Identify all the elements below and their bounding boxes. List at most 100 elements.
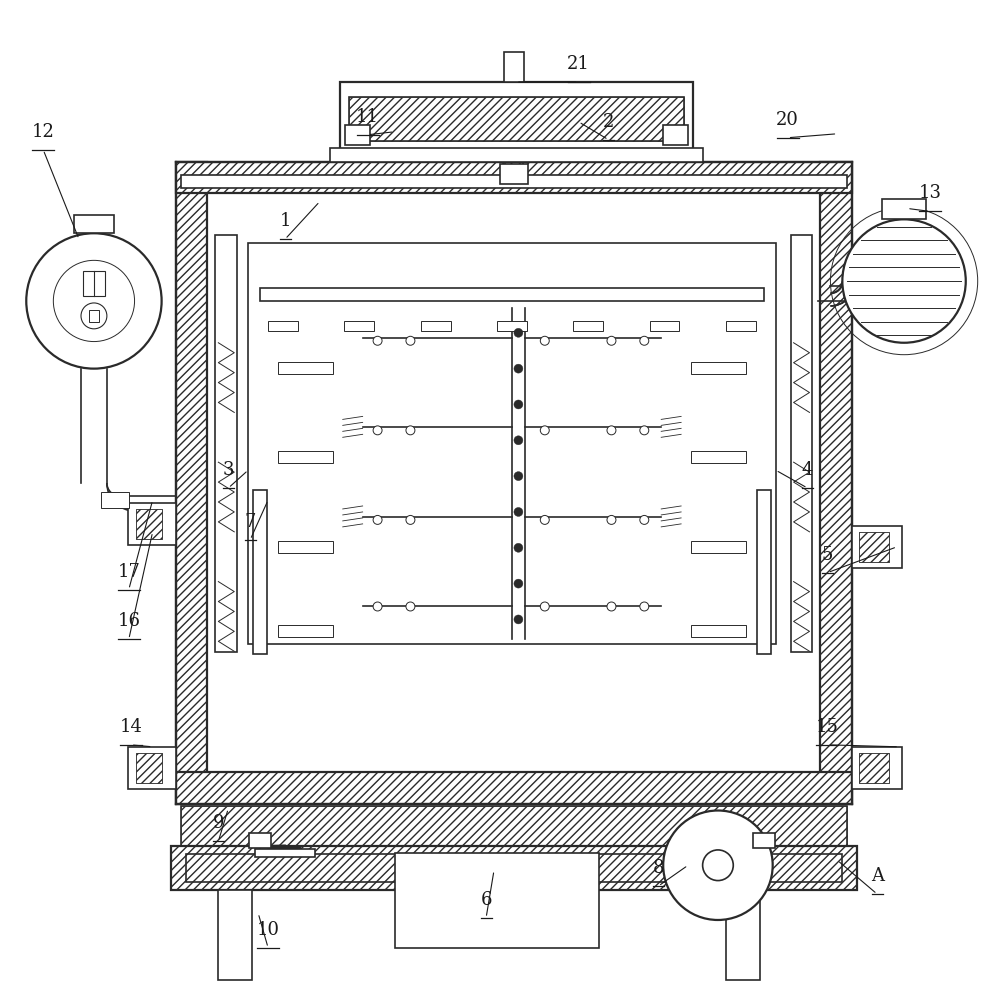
Bar (691, 362, 746, 374)
Bar (278, 451, 332, 463)
Text: A: A (870, 867, 883, 885)
Bar (573, 321, 603, 331)
Circle shape (540, 426, 549, 435)
Circle shape (373, 515, 382, 524)
Text: 14: 14 (120, 718, 142, 736)
Bar (176, 772, 852, 804)
Circle shape (607, 336, 616, 345)
Circle shape (373, 336, 382, 345)
Text: 4: 4 (801, 461, 813, 479)
Bar (171, 846, 857, 890)
Circle shape (640, 336, 649, 345)
Bar (136, 509, 162, 539)
Bar (278, 362, 332, 374)
Bar (344, 321, 374, 331)
Bar (691, 451, 746, 463)
Text: 7: 7 (245, 513, 255, 531)
Bar (128, 747, 176, 789)
Bar (219, 890, 252, 980)
Circle shape (540, 515, 549, 524)
Bar (278, 541, 332, 553)
Text: 3: 3 (223, 461, 235, 479)
Bar (176, 162, 852, 193)
Bar (752, 833, 774, 848)
Bar (181, 806, 847, 853)
Bar (348, 97, 684, 141)
Bar (726, 890, 759, 980)
Bar (882, 199, 926, 219)
Circle shape (607, 426, 616, 435)
Bar (504, 52, 524, 82)
Bar (253, 490, 267, 654)
Bar (394, 853, 599, 948)
Bar (171, 846, 857, 890)
Bar (128, 503, 176, 545)
Bar (176, 772, 852, 804)
Circle shape (514, 364, 523, 373)
Circle shape (842, 219, 966, 343)
Bar (216, 235, 238, 652)
Bar (726, 321, 755, 331)
Bar (820, 162, 852, 804)
Circle shape (53, 260, 135, 342)
Bar (852, 526, 902, 568)
Circle shape (514, 507, 523, 516)
Circle shape (514, 543, 523, 552)
Bar (852, 747, 902, 789)
Circle shape (640, 602, 649, 611)
Circle shape (26, 233, 162, 369)
Bar (101, 492, 129, 508)
Circle shape (607, 515, 616, 524)
Bar (181, 806, 847, 853)
Bar (278, 625, 332, 637)
Bar (497, 321, 527, 331)
Bar (421, 321, 450, 331)
Bar (348, 97, 684, 141)
Circle shape (540, 336, 549, 345)
Text: 20: 20 (776, 111, 799, 129)
Text: 2: 2 (603, 113, 614, 131)
Text: 12: 12 (32, 123, 55, 141)
Circle shape (406, 602, 415, 611)
Circle shape (514, 436, 523, 445)
Bar (176, 162, 208, 804)
Text: 17: 17 (118, 563, 140, 581)
Bar (664, 125, 688, 145)
Bar (250, 833, 271, 848)
Circle shape (514, 472, 523, 481)
Bar (268, 321, 298, 331)
Text: 13: 13 (918, 184, 941, 202)
Text: 8: 8 (653, 859, 664, 877)
Bar (691, 541, 746, 553)
Bar (186, 854, 842, 882)
Bar (756, 490, 770, 654)
Text: 15: 15 (816, 718, 839, 736)
Circle shape (373, 426, 382, 435)
Text: 21: 21 (567, 55, 590, 73)
Circle shape (540, 602, 549, 611)
Circle shape (406, 515, 415, 524)
Text: 1: 1 (279, 212, 290, 230)
Circle shape (81, 303, 107, 329)
Bar (176, 162, 852, 193)
Bar (859, 532, 889, 562)
Text: 10: 10 (256, 921, 279, 939)
Text: 9: 9 (213, 814, 225, 832)
Circle shape (664, 811, 772, 920)
Circle shape (406, 336, 415, 345)
Bar (500, 164, 528, 184)
Bar (136, 509, 162, 539)
Bar (176, 162, 208, 804)
Circle shape (607, 602, 616, 611)
Bar (859, 532, 889, 562)
Bar (859, 753, 889, 783)
Circle shape (373, 602, 382, 611)
Circle shape (640, 426, 649, 435)
Bar (74, 215, 114, 233)
Text: 11: 11 (356, 108, 379, 126)
Bar (255, 849, 315, 857)
Bar (691, 625, 746, 637)
Circle shape (514, 400, 523, 409)
Bar (820, 162, 852, 804)
Bar (790, 235, 812, 652)
